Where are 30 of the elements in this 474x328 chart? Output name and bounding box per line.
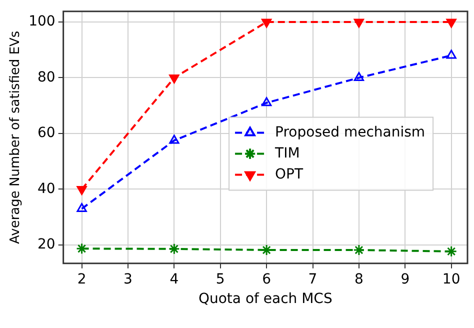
legend-label: OPT bbox=[275, 166, 304, 182]
y-tick-label: 40 bbox=[37, 180, 56, 197]
point bbox=[261, 18, 272, 28]
y-axis-title: Average Number of satisfied EVs bbox=[8, 30, 24, 244]
x-axis-title: Quota of each MCS bbox=[198, 291, 332, 308]
point bbox=[446, 246, 458, 258]
x-tick-label: 6 bbox=[262, 271, 272, 288]
legend-label: Proposed mechanism bbox=[275, 124, 426, 140]
point bbox=[260, 244, 272, 256]
point bbox=[76, 203, 87, 212]
x-tick-label: 8 bbox=[354, 271, 364, 288]
point bbox=[353, 244, 365, 256]
x-tick-label: 3 bbox=[124, 271, 132, 288]
point bbox=[354, 18, 364, 28]
y-tick-label: 100 bbox=[28, 14, 56, 30]
point bbox=[169, 74, 180, 84]
x-tick-label: 7 bbox=[308, 271, 318, 288]
point bbox=[76, 242, 88, 254]
y-tick-label: 60 bbox=[37, 125, 56, 142]
y-tick-label: 20 bbox=[37, 236, 56, 253]
x-tick-label: 2 bbox=[77, 271, 86, 288]
x-tick-label: 5 bbox=[216, 271, 225, 288]
y-tick-label: 80 bbox=[37, 69, 56, 86]
x-tick-label: 4 bbox=[170, 271, 179, 288]
legend-label: TIM bbox=[274, 145, 300, 162]
x-tick-label: 9 bbox=[400, 271, 410, 288]
point bbox=[446, 18, 456, 28]
x-tick-label: 10 bbox=[442, 271, 460, 288]
point bbox=[168, 243, 180, 255]
point bbox=[76, 186, 87, 195]
